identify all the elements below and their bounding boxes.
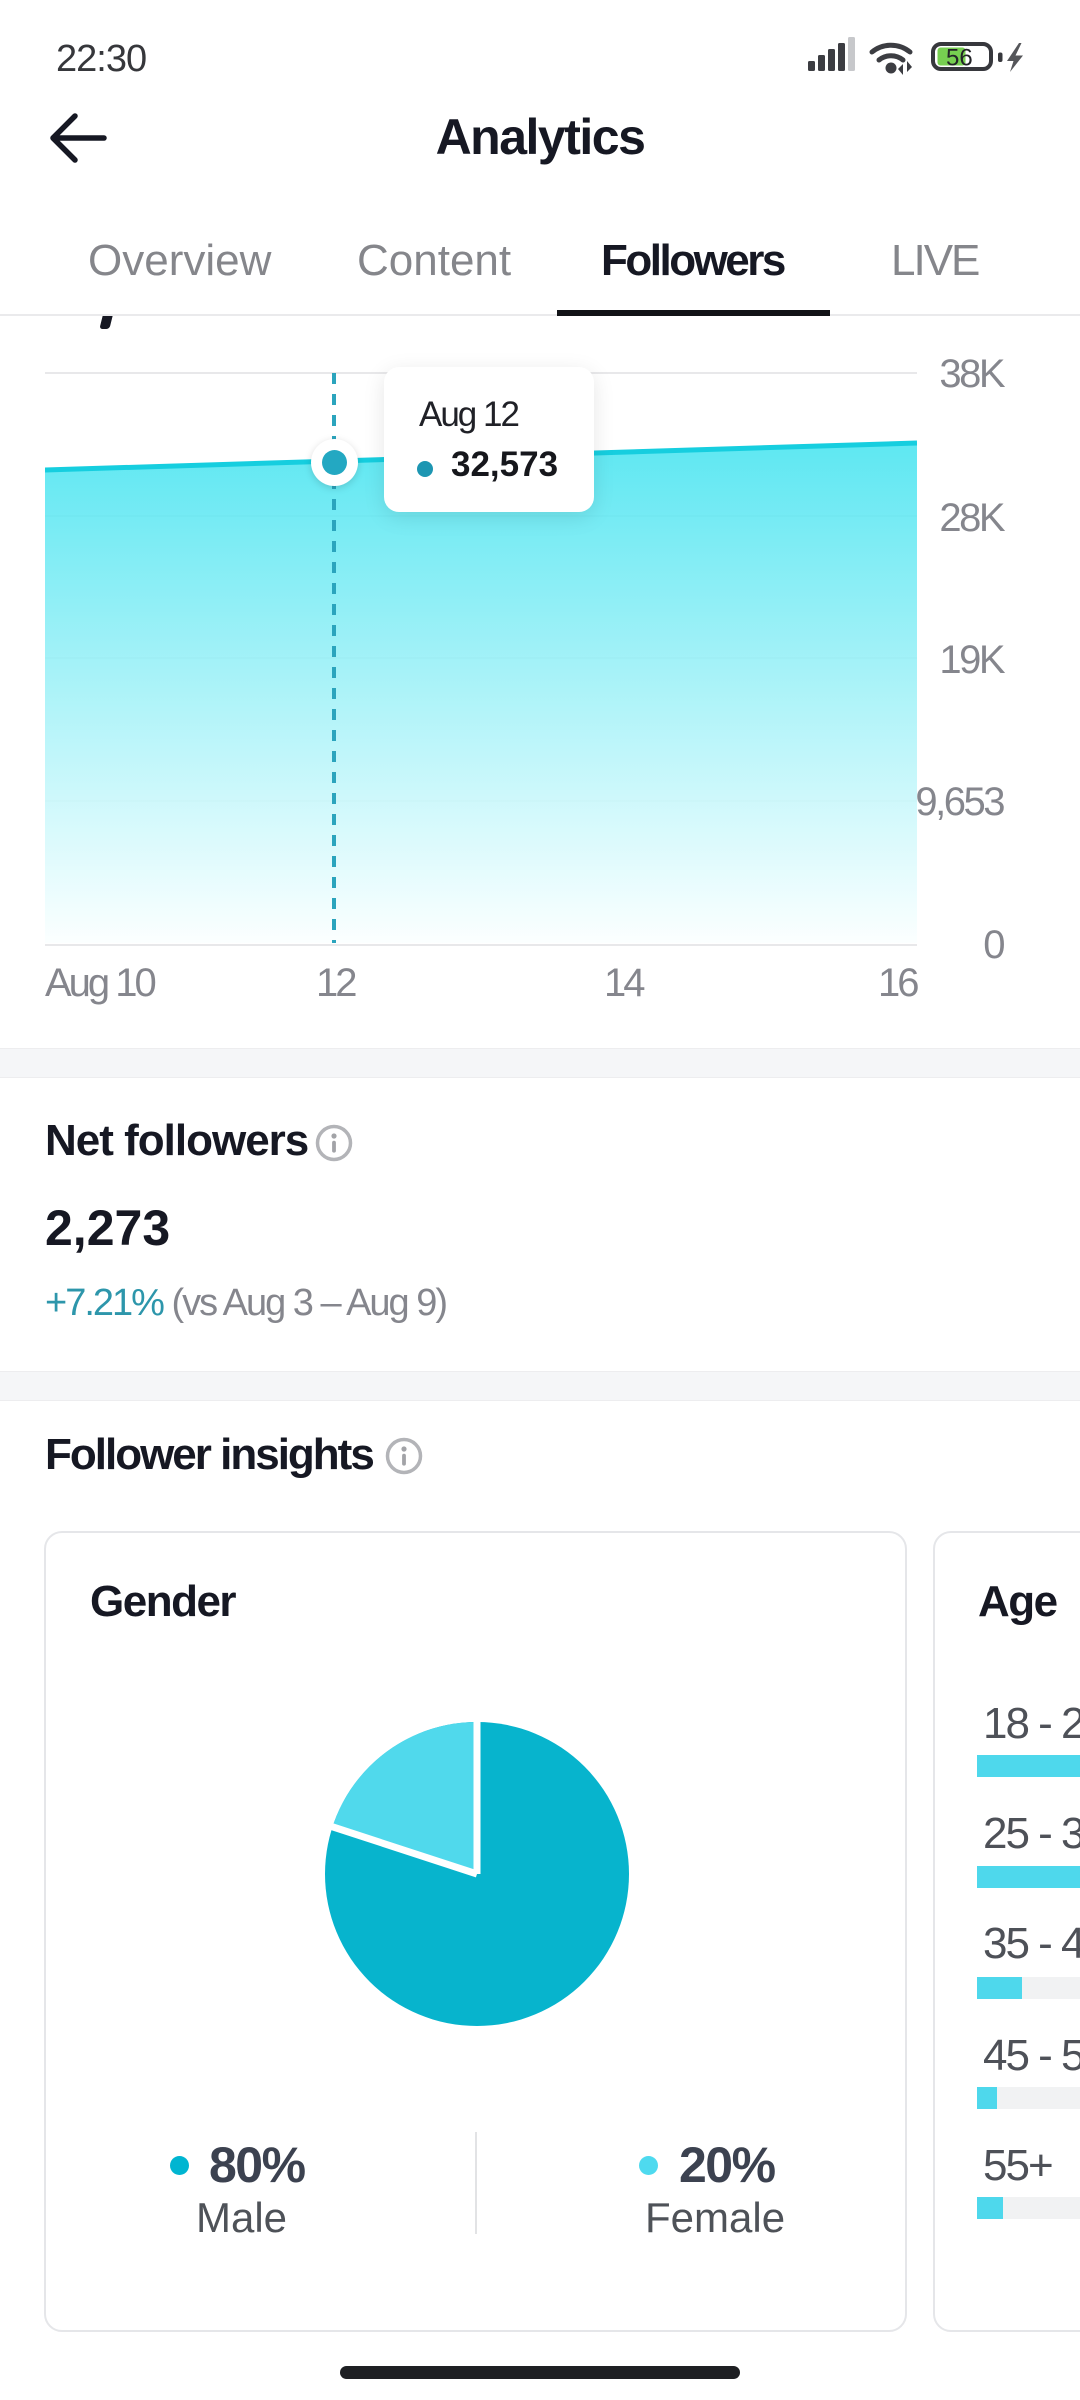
- svg-text:56: 56: [946, 45, 973, 72]
